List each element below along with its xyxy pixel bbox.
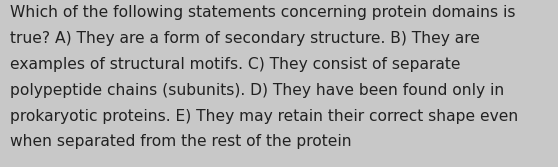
- Text: Which of the following statements concerning protein domains is: Which of the following statements concer…: [10, 5, 516, 20]
- Text: true? A) They are a form of secondary structure. B) They are: true? A) They are a form of secondary st…: [10, 31, 480, 46]
- Text: when separated from the rest of the protein: when separated from the rest of the prot…: [10, 134, 352, 149]
- Text: examples of structural motifs. C) They consist of separate: examples of structural motifs. C) They c…: [10, 57, 460, 72]
- Text: polypeptide chains (subunits). D) They have been found only in: polypeptide chains (subunits). D) They h…: [10, 83, 504, 98]
- Text: prokaryotic proteins. E) They may retain their correct shape even: prokaryotic proteins. E) They may retain…: [10, 109, 518, 124]
